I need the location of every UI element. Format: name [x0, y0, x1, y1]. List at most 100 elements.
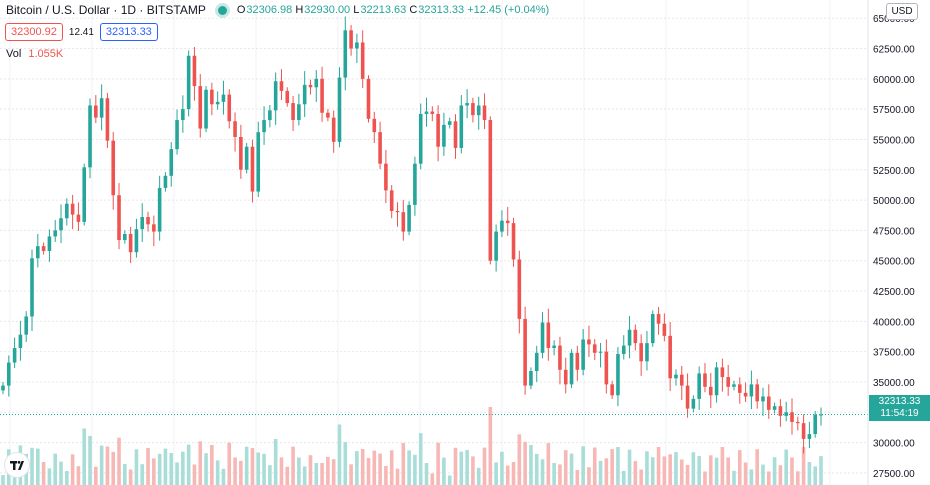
volume-label: Vol [6, 48, 22, 60]
volume-bar [476, 467, 481, 485]
candle-body [691, 398, 696, 409]
volume-bar [326, 456, 330, 485]
candle-body [650, 314, 655, 344]
volume-bar [436, 442, 440, 485]
volume-bar [192, 464, 197, 485]
candle-body [204, 89, 208, 129]
candle-body [668, 335, 672, 379]
candle-body [685, 385, 690, 409]
price-axis-tick-label: 57500.00 [873, 105, 915, 116]
volume-bar [157, 453, 162, 485]
volume-bar [262, 453, 266, 485]
close-label: C [409, 4, 418, 16]
volume-bar [366, 457, 371, 485]
candle-body [795, 421, 800, 424]
volume-bar [447, 475, 452, 485]
tradingview-logo-icon[interactable] [5, 453, 29, 477]
volume-bar [569, 453, 574, 485]
volume-bar [749, 469, 754, 485]
volume-bar [239, 460, 243, 485]
candle-body [476, 105, 481, 116]
currency-button[interactable]: USD [886, 3, 918, 20]
candle-body [134, 229, 139, 253]
volume-bar [766, 471, 771, 485]
candle-body [355, 42, 359, 49]
candle-body [807, 434, 812, 439]
volume-bar [581, 446, 585, 485]
volume-legend[interactable]: Vol 1.055K [6, 48, 63, 60]
candle-body [703, 373, 707, 387]
buy-button[interactable]: 32313.33 [99, 23, 158, 41]
candle-body [494, 231, 498, 261]
volume-bar [737, 450, 742, 485]
volume-bar [430, 473, 435, 485]
volume-bar [534, 453, 539, 485]
candle-body [413, 163, 417, 205]
candle-body [389, 190, 394, 211]
volume-bar [418, 433, 423, 485]
volume-bar [761, 464, 765, 485]
volume-bar [36, 448, 40, 485]
candle-body [766, 396, 771, 410]
candle-body [743, 392, 748, 397]
volume-bar [355, 451, 359, 485]
volume-bar [134, 449, 139, 485]
volume-bar [285, 466, 290, 485]
volume-bar [494, 462, 498, 485]
volume-bar [94, 466, 98, 485]
volume-bar [337, 424, 342, 485]
candle-body [308, 84, 313, 88]
volume-bar [732, 470, 736, 485]
volume-bar [558, 464, 562, 485]
candle-body [378, 132, 382, 164]
volume-bar [424, 463, 429, 485]
candle-body [627, 329, 632, 346]
candle-body [140, 217, 145, 230]
candle-body [65, 203, 69, 219]
candle-body [360, 42, 365, 79]
candle-body [407, 204, 411, 232]
volume-bar [697, 456, 701, 485]
price-axis-tick-label: 40000.00 [873, 317, 915, 328]
candle-body [656, 314, 661, 324]
candle-body [708, 386, 713, 396]
candle-body [24, 316, 29, 335]
candle-body [70, 203, 75, 215]
candle-body [82, 167, 87, 222]
chart-grid [0, 0, 868, 485]
volume-bar [88, 435, 92, 485]
candle-body [581, 339, 585, 370]
volume-bar [53, 453, 58, 485]
candles [1, 16, 823, 454]
volume-bar [163, 448, 168, 485]
sell-button[interactable]: 32300.92 [5, 23, 63, 41]
volume-bar [563, 450, 568, 485]
volume-bar [221, 468, 226, 485]
volume-bar [140, 464, 145, 485]
last-price-value: 32313.33 [878, 396, 921, 407]
price-axis-tick-label: 50000.00 [873, 196, 915, 207]
volume-bar [320, 463, 324, 485]
price-axis-tick-label: 37500.00 [873, 348, 915, 359]
volume-bar [523, 441, 527, 485]
candle-body [442, 124, 446, 147]
symbol-title[interactable]: Bitcoin / U.S. Dollar · 1D · BITSTAMP [6, 3, 206, 17]
candle-body [111, 140, 116, 196]
volume-bar [273, 439, 278, 485]
open-value: 32306.98 [246, 4, 293, 16]
candle-body [1, 385, 5, 391]
candle-body [302, 84, 307, 105]
candle-body [146, 217, 150, 225]
candle-body [326, 112, 330, 118]
volume-bar [546, 443, 551, 485]
volume-bar [517, 434, 522, 485]
price-axis-tick-label: 35000.00 [873, 378, 915, 389]
candle-body [720, 367, 725, 378]
candle-body [523, 318, 527, 386]
candle-body [384, 163, 388, 191]
candle-body [587, 339, 591, 345]
volume-bar [801, 447, 806, 485]
volume-bar [790, 457, 794, 485]
volume-bar [175, 462, 179, 485]
